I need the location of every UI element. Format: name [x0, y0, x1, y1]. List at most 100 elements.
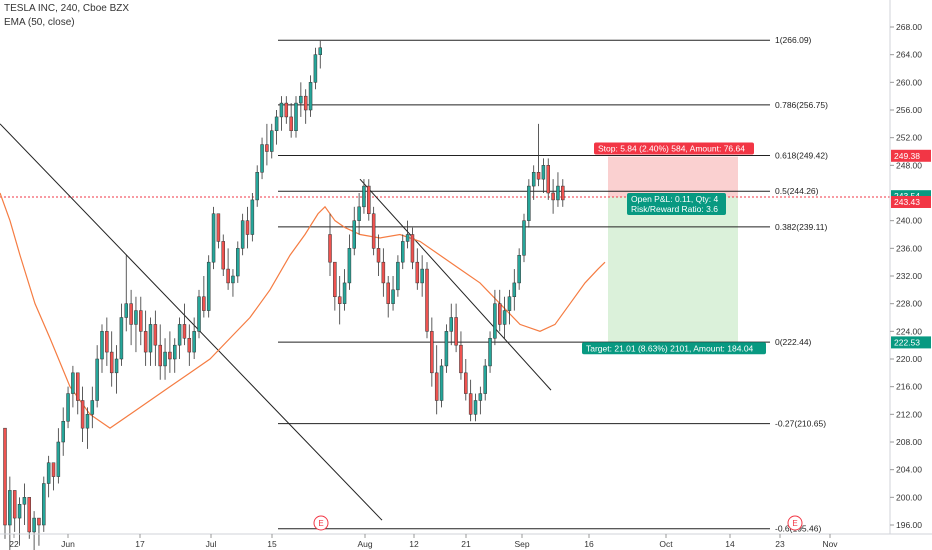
candle-body — [396, 261, 400, 291]
y-tick-label: 252.00 — [896, 133, 922, 143]
candle-body — [493, 303, 497, 339]
candle-body — [148, 324, 153, 353]
y-tick-label: 260.00 — [896, 77, 922, 87]
y-tick-label: 200.00 — [896, 492, 922, 502]
candle-body — [240, 220, 245, 249]
candle-body — [134, 310, 138, 325]
candle-body — [527, 185, 531, 221]
candle-body — [434, 372, 439, 401]
price-badge — [891, 149, 931, 162]
target-zone — [608, 196, 738, 343]
candle-body — [498, 303, 502, 325]
candle-body — [76, 372, 80, 401]
ema-line — [0, 192, 606, 429]
candle-body — [8, 490, 12, 526]
candle-body — [478, 393, 483, 401]
candle-body — [561, 185, 565, 201]
candle-body — [42, 483, 46, 526]
y-tick-label: 268.00 — [896, 22, 922, 32]
price-badge-label: 222.53 — [894, 337, 920, 347]
x-tick-label: Sep — [514, 539, 529, 549]
candle-body — [56, 441, 61, 477]
candlesticks — [3, 40, 565, 550]
candle-body — [265, 144, 269, 152]
candle-body — [313, 54, 318, 83]
candle-body — [66, 393, 70, 422]
candle-body — [27, 497, 31, 533]
y-tick-label: 220.00 — [896, 354, 922, 364]
candle-body — [3, 427, 7, 526]
candle-body — [294, 102, 298, 132]
candle-body — [333, 261, 337, 297]
x-tick-label: 21 — [461, 539, 471, 549]
y-tick-label: 264.00 — [896, 50, 922, 60]
candle-body — [173, 344, 177, 360]
candle-body — [517, 255, 521, 284]
candle-body — [46, 462, 51, 484]
y-tick-label: 256.00 — [896, 105, 922, 115]
candle-body — [124, 303, 128, 318]
target-label-box — [582, 342, 766, 355]
x-tick-label: Aug — [357, 539, 372, 549]
fibonacci-retracement: 1(266.09) 0.786(256.75) 0.618(249.42) 0.5(2… — [278, 35, 828, 534]
target-label: Target: 21.01 (8.63%) 2101, Amount: 184.… — [586, 343, 754, 353]
candle-body — [546, 165, 550, 194]
candle-body — [303, 95, 308, 111]
price-badge-label: 243.43 — [894, 197, 920, 207]
candle-body — [158, 344, 162, 367]
candle-body — [153, 324, 158, 346]
fib-level-label: 0.786(256.75) — [775, 100, 828, 110]
candle-body — [80, 400, 85, 429]
earnings-marker — [313, 515, 329, 531]
position-zones — [0, 156, 890, 343]
candle-body — [420, 268, 424, 284]
earnings-marker — [787, 515, 803, 531]
candle-body — [507, 296, 512, 311]
candle-body — [410, 234, 415, 263]
x-tick-label: Jun — [61, 539, 75, 549]
candle-body — [274, 116, 279, 131]
candle-body — [177, 324, 182, 346]
candle-body — [536, 172, 541, 180]
x-tick-label: 15 — [267, 539, 277, 549]
candle-body — [250, 199, 255, 235]
x-tick-label: Jul — [206, 539, 217, 549]
price-badge — [891, 195, 931, 208]
x-tick-label: 16 — [584, 539, 594, 549]
candle-body — [386, 282, 390, 304]
fib-level-label: 0.382(239.11) — [775, 222, 827, 232]
candle-body — [531, 172, 536, 187]
downtrend-line-short — [359, 178, 552, 391]
candle-body — [114, 358, 119, 374]
candle-body — [109, 351, 114, 374]
y-tick-label: 208.00 — [896, 437, 922, 447]
candle-body — [357, 206, 361, 221]
candle-body — [522, 220, 526, 256]
y-tick-label: 204.00 — [896, 465, 922, 475]
candle-body — [255, 172, 259, 201]
chart-header: TESLA INC, 240, Cboe BZX EMA (50, close) — [4, 2, 129, 30]
y-tick-label: 240.00 — [896, 216, 922, 226]
price-badge — [891, 336, 931, 349]
candle-body — [221, 241, 225, 270]
candle-body — [32, 517, 36, 533]
open-pnl-label: Open P&L: 0.11, Qty: 4 — [631, 194, 719, 204]
candle-body — [279, 102, 284, 118]
candle-body — [454, 317, 458, 346]
position-labels: Stop: 5.84 (2.40%) 584, Amount: 76.64 Ope… — [313, 142, 803, 531]
candle-body — [342, 282, 347, 304]
x-tick-label: 12 — [409, 539, 419, 549]
candle-body — [367, 185, 371, 214]
candle-body — [381, 261, 386, 284]
x-tick-label: 17 — [135, 539, 145, 549]
y-tick-label: 236.00 — [896, 243, 922, 253]
candle-body — [401, 241, 405, 263]
candle-body — [168, 351, 172, 360]
candle-body — [473, 400, 478, 415]
candle-body — [90, 400, 95, 415]
fib-level-label: 0(222.44) — [775, 337, 812, 347]
candle-body — [439, 365, 444, 401]
y-tick-label: 196.00 — [896, 520, 922, 530]
